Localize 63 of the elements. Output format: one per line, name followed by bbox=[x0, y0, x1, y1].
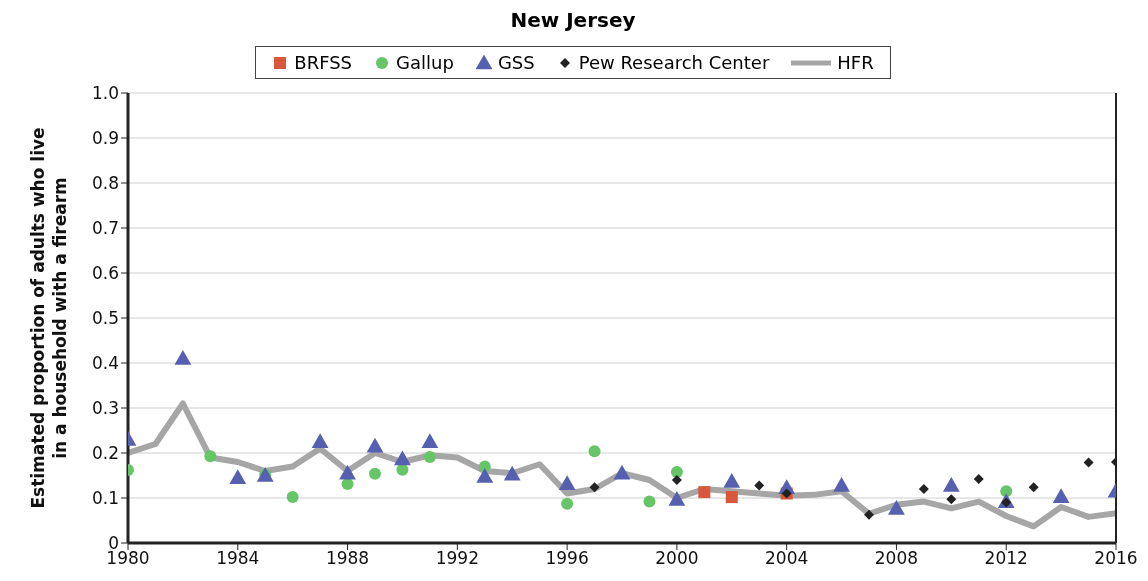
point bbox=[369, 467, 381, 480]
point bbox=[1052, 488, 1070, 503]
point bbox=[725, 491, 738, 504]
x-tick-label: 1996 bbox=[545, 548, 589, 569]
point bbox=[366, 437, 384, 453]
y-tick-label: 0.7 bbox=[91, 218, 119, 239]
legend-label: Pew Research Center bbox=[578, 52, 770, 73]
y-axis-title: Estimated proportion of adults who live in a household with a firearm bbox=[28, 127, 70, 509]
point bbox=[339, 464, 356, 480]
legend-label: GSS bbox=[497, 52, 535, 73]
point bbox=[888, 499, 905, 515]
y-tick-label: 0.4 bbox=[91, 353, 119, 374]
chart-title: New Jersey bbox=[509, 8, 637, 34]
point bbox=[946, 494, 957, 505]
point bbox=[561, 497, 574, 510]
point bbox=[1028, 482, 1039, 493]
point bbox=[671, 475, 682, 485]
point bbox=[503, 465, 521, 481]
legend-label: BRFSS bbox=[294, 52, 353, 73]
x-tick-label: 2000 bbox=[655, 548, 699, 569]
legend-label: Gallup bbox=[396, 52, 454, 73]
point bbox=[476, 468, 494, 483]
point bbox=[723, 472, 741, 488]
y-tick-label: 0.3 bbox=[91, 398, 119, 419]
point bbox=[204, 450, 217, 463]
x-tick-label: 2004 bbox=[765, 548, 809, 569]
point bbox=[229, 469, 247, 485]
x-tick-label: 2008 bbox=[874, 548, 919, 569]
legend-label: HFR bbox=[837, 52, 874, 73]
point bbox=[394, 450, 411, 466]
point bbox=[1000, 485, 1013, 498]
point bbox=[670, 465, 683, 478]
point bbox=[643, 495, 656, 508]
point bbox=[613, 464, 631, 480]
y-tick-label: 0.9 bbox=[91, 128, 119, 149]
point bbox=[286, 491, 299, 504]
point bbox=[942, 477, 960, 492]
y-tick-label: 0.5 bbox=[91, 308, 119, 329]
point bbox=[558, 475, 576, 490]
y-tick-label: 0.8 bbox=[91, 173, 119, 194]
point bbox=[423, 451, 436, 464]
point bbox=[421, 433, 439, 449]
point bbox=[1083, 457, 1094, 468]
point bbox=[864, 509, 874, 520]
x-tick-label: 2016 bbox=[1094, 548, 1138, 569]
point bbox=[668, 490, 686, 506]
point bbox=[311, 433, 329, 449]
point bbox=[754, 480, 765, 491]
point bbox=[174, 350, 192, 365]
x-tick-label: 1988 bbox=[325, 548, 370, 569]
y-tick-label: 0.1 bbox=[91, 488, 119, 509]
y-tick-label: 0.2 bbox=[91, 443, 119, 464]
y-tick-label: 1.0 bbox=[91, 83, 119, 104]
x-tick-label: 1992 bbox=[435, 548, 479, 569]
point bbox=[833, 477, 850, 492]
x-tick-label: 1984 bbox=[216, 548, 260, 569]
point bbox=[588, 445, 601, 458]
y-tick-label: 0.6 bbox=[91, 263, 119, 284]
point bbox=[698, 486, 711, 499]
x-tick-label: 2012 bbox=[984, 548, 1028, 569]
point bbox=[973, 474, 984, 485]
point bbox=[918, 484, 929, 494]
point bbox=[589, 482, 600, 493]
